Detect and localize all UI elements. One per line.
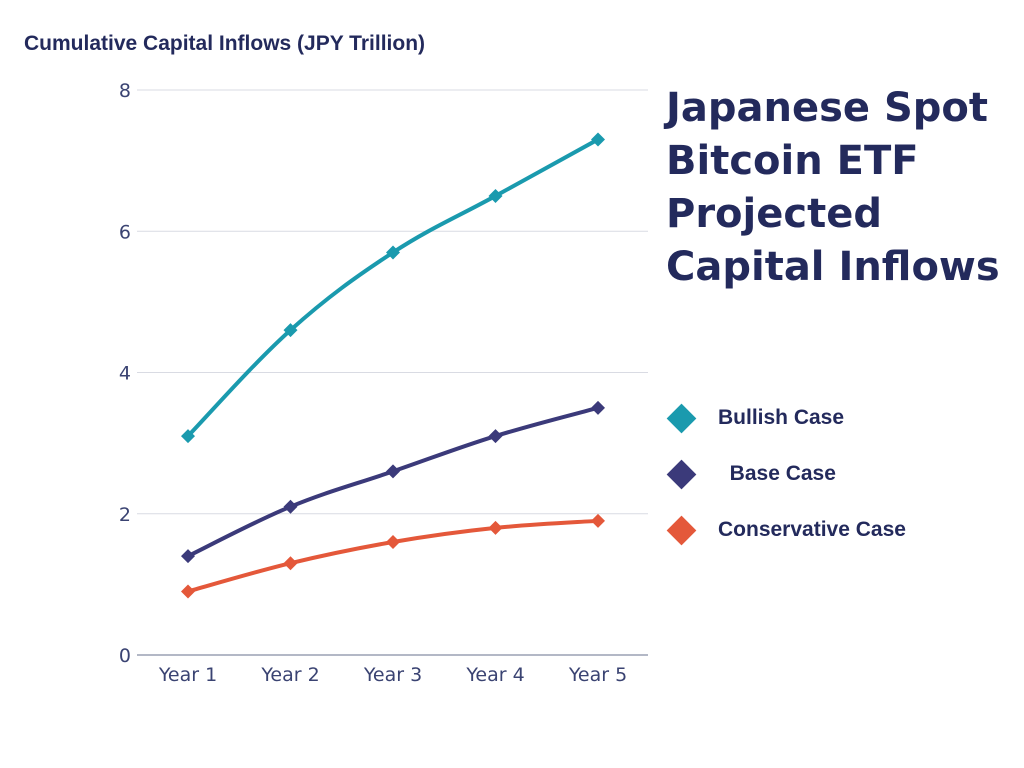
series-layer	[181, 132, 605, 599]
y-tick-label: 2	[119, 504, 131, 526]
x-tick-label: Year 1	[158, 664, 217, 686]
x-axis-ticks: Year 1 Year 2 Year 3 Year 4 Year 5	[158, 664, 627, 686]
legend-label-conservative: Conservative Case	[718, 518, 906, 541]
x-tick-label: Year 4	[465, 664, 524, 686]
series-1	[181, 400, 605, 564]
y-tick-label: 4	[119, 363, 131, 385]
legend-item-bullish: Bullish Case	[666, 390, 906, 446]
data-point	[591, 400, 605, 415]
series-line	[186, 137, 600, 439]
data-point	[591, 132, 605, 147]
legend: Bullish Case Base Case Conservative Case	[666, 390, 906, 558]
data-point	[488, 429, 503, 444]
x-tick-label: Year 2	[260, 664, 319, 686]
legend-item-base: Base Case	[666, 446, 906, 502]
y-tick-label: 0	[119, 645, 131, 667]
data-point	[488, 520, 503, 535]
gridlines	[137, 89, 648, 656]
data-point	[591, 513, 605, 528]
y-axis-ticks: 0 2 4 6 8	[119, 80, 131, 667]
y-axis-title: Cumulative Capital Inflows (JPY Trillion…	[24, 32, 426, 55]
y-tick-label: 6	[119, 221, 131, 243]
data-point	[488, 188, 503, 203]
series-line	[186, 518, 600, 594]
legend-label-base: Base Case	[718, 462, 836, 485]
data-point	[283, 499, 298, 514]
data-point	[283, 556, 298, 571]
series-2	[181, 513, 605, 599]
y-tick-label: 8	[119, 80, 131, 102]
legend-label-bullish: Bullish Case	[718, 406, 845, 429]
diamond-marker-icon	[666, 403, 697, 433]
data-point	[181, 429, 195, 444]
data-point	[283, 323, 298, 338]
x-tick-label: Year 3	[363, 664, 422, 686]
series-0	[181, 132, 605, 444]
data-point	[386, 535, 400, 549]
data-point	[181, 549, 195, 564]
data-point	[386, 464, 400, 479]
x-tick-label: Year 5	[568, 664, 627, 686]
data-point	[181, 584, 195, 599]
chart-title: Japanese Spot Bitcoin ETF Projected Capi…	[666, 85, 1000, 290]
data-point	[386, 245, 400, 260]
diamond-marker-icon	[666, 515, 697, 545]
series-line	[186, 405, 600, 559]
diamond-marker-icon	[666, 459, 697, 489]
legend-item-conservative: Conservative Case	[666, 502, 906, 558]
